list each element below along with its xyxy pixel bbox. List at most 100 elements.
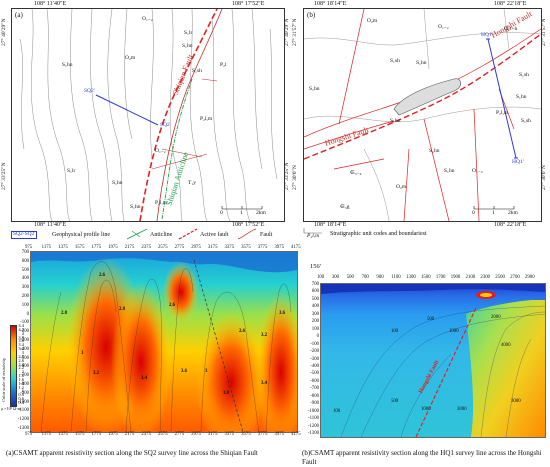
map-b-scale-1: 1 (492, 210, 495, 216)
map-b-unit: O₁t+h (504, 26, 518, 32)
section-b-x-tick: 2100 (465, 275, 476, 280)
section-b-y-tick: 700 (311, 282, 319, 287)
map-b-unit: S₁hn (516, 94, 527, 100)
section-a-x-tick: 3175 (207, 245, 218, 250)
legend-active-fault-text: Active fault (200, 232, 229, 238)
map-a-lat-right-top: 27° 40′29″N (284, 18, 290, 46)
section-b-contour-label: 4000 (501, 343, 511, 348)
section-a-y-tick: -700 (20, 373, 29, 379)
section-b-y-tick: -1100 (307, 416, 319, 422)
section-a-x-tick: 1375 (58, 245, 68, 250)
section-a-y-tick: 600 (21, 258, 29, 264)
map-a-unit: S₁hn (62, 62, 73, 68)
section-b-start-label: 156' (310, 263, 321, 270)
map-a-coord-bottom-left: 108° 11′40″E (34, 222, 67, 228)
section-b-y-tick: 200 (311, 319, 319, 325)
section-b-x-tick: 1500 (421, 275, 431, 280)
section-b-x-tick: 2900 (525, 275, 535, 280)
map-a-unit: O₂m (125, 55, 136, 61)
map-b: (b) Hongshi Fault Hongshi Fault HQ1 HQ1'… (303, 8, 542, 222)
section-a-x-tick-bottom: 2375 (141, 432, 151, 437)
section-a-y-tick: -100 (20, 320, 29, 326)
map-a: (a) Shiqian Fault Shiqian Anticline SQ2'… (11, 8, 285, 222)
section-a-y-tick: -900 (20, 390, 29, 396)
section-a-x-tick-bottom: 975 (25, 432, 33, 437)
section-a-x-tick-bottom: 1575 (74, 432, 85, 437)
section-b-y-tick: -300 (310, 356, 319, 362)
section-a-colorbar-label: 2.2 (18, 365, 24, 371)
section-b-contour-label: 1000 (449, 329, 459, 334)
section-b-x-tick: 300 (331, 275, 340, 280)
map-a-coord-top-right: 108° 17′52″E (232, 1, 265, 7)
section-a-y-tick: -1200 (17, 417, 29, 423)
section-a-x-tick: 3775 (257, 245, 268, 250)
section-a-x-tick-bottom: 2575 (158, 432, 168, 437)
map-b-unit: S₁hn (429, 148, 440, 154)
map-a-scale-0: 0 (220, 210, 223, 216)
section-a-colorbar-label: 2.6 (18, 357, 24, 363)
section-a-colorbar-label: 2 (21, 369, 24, 375)
section-a-x-tick-bottom: 3575 (241, 432, 251, 437)
section-a-x-tick: 2775 (174, 245, 185, 250)
section-a-contour-label: 3.6 (279, 311, 285, 316)
section-a-contour-label: 2.6 (99, 273, 105, 278)
map-b-unit: ∈₃₋₄ (350, 170, 362, 176)
section-a-colorbar-label: 4 (21, 330, 24, 336)
section-b-y-tick: -800 (310, 393, 319, 399)
section-a-x-tick: 3375 (224, 245, 235, 250)
section-a-y-tick: 100 (21, 302, 29, 308)
section-a-x-tick-bottom: 1375 (58, 432, 68, 437)
legend-fault-text: Fault (260, 232, 273, 238)
section-a-y-tick: -1000 (17, 399, 29, 405)
section-a-y-tick: -300 (20, 338, 29, 343)
section-b-contour-label: 3000 (511, 399, 521, 404)
section-b-y-tick: -700 (310, 386, 319, 392)
section-a-colorbar-unit: ρ ×10³ Ω·m (1, 406, 21, 411)
section-a-resistivity-image (31, 252, 297, 432)
section-a-x-tick-bottom: 1175 (41, 432, 52, 437)
section-a-x-tick: 2175 (124, 245, 135, 250)
map-b-unit: ∈₃g (340, 204, 350, 210)
section-b-x-tick: 500 (346, 275, 354, 280)
map-a-unit: S₁lr (67, 168, 76, 174)
section-a-x-tick: 4175 (291, 245, 301, 250)
map-a-unit: P₂l (220, 62, 227, 68)
legend-unit-text: Stratigraphic unit codes and boundariest (330, 231, 427, 237)
section-a-colorbar-label: 3.2 (18, 346, 24, 352)
section-a-contour-label: 3.4 (141, 376, 147, 381)
section-a-colorbar-label: 1 (21, 388, 24, 394)
section-b-x-tick: 100 (317, 275, 325, 280)
active-fault-symbol-icon (178, 228, 198, 240)
section-a-contour-label: 3.4 (261, 381, 267, 386)
section-b-resistivity-image (321, 284, 545, 437)
section-b-x-tick: 2700 (510, 275, 520, 280)
section-b-contour-label: 100 (391, 329, 399, 334)
map-a-coord-top-left: 108° 11′40″E (34, 1, 67, 7)
section-a-colorbar-label: 1.6 (18, 376, 24, 382)
section-a-colorbar-label: 3.6 (18, 338, 24, 344)
section-a-y-tick: -1100 (17, 408, 29, 414)
section-a-y-tick: -600 (20, 364, 29, 370)
section-a-x-tick: 975 (25, 245, 33, 250)
map-b-scale-2: 2km (508, 210, 518, 216)
section-b-y-tick: -400 (310, 363, 319, 369)
section-a-colorbar-label: 0.8 (18, 392, 24, 398)
section-a-contour-label: 3.6 (181, 369, 187, 374)
map-b-profile-start: HQ1 (481, 32, 492, 38)
map-b-unit: O₁₋₂ (438, 24, 449, 30)
section-b-contour-label: 2000 (491, 315, 501, 320)
section-a-x-tick-bottom: 3375 (224, 432, 235, 437)
section-a-colorbar (10, 325, 17, 407)
section-a-contour-label: 2.8 (61, 311, 67, 316)
section-a-x-tick: 2575 (158, 245, 168, 250)
section-a-x-tick: 2975 (191, 245, 201, 250)
map-a-coord-bottom-right: 108° 17′52″E (232, 222, 265, 228)
section-a-x-tick: 1575 (74, 245, 85, 250)
section-b-y-tick: -200 (310, 349, 319, 355)
section-a-y-tick: -500 (20, 355, 29, 361)
section-b-contour-label: 1000 (421, 407, 431, 412)
legend-anticline-text: Anticline (150, 232, 173, 238)
section-a-colorbar-title: Color scale of resistivity (1, 357, 6, 402)
map-a-lat-right-bottom: 27° 33′25″N (284, 162, 290, 190)
section-a-y-tick: -1300 (17, 426, 29, 431)
